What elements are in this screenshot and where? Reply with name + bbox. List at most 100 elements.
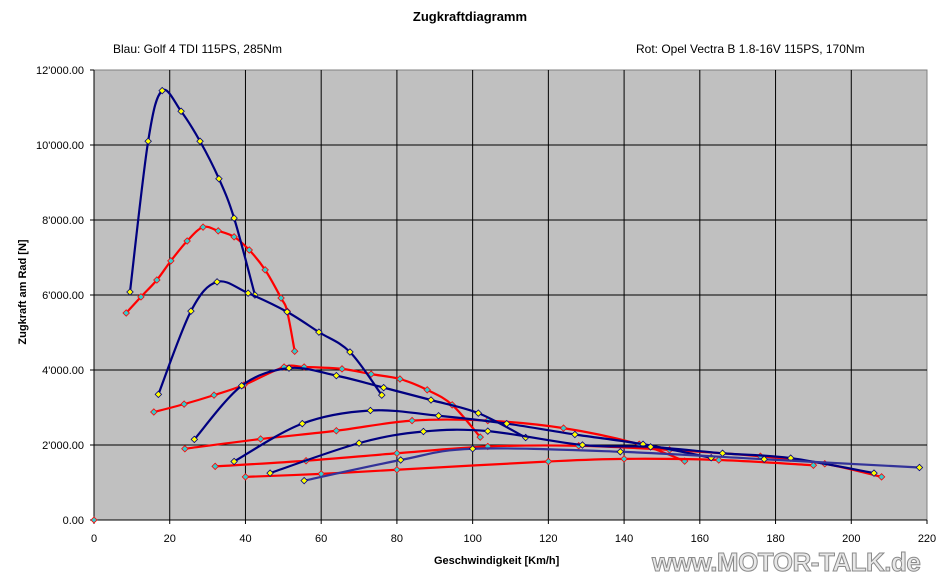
data-point-marker <box>244 289 252 297</box>
data-point-marker <box>396 375 404 383</box>
data-point-marker <box>199 223 207 231</box>
data-point-marker <box>230 457 238 466</box>
data-point-marker <box>150 408 158 416</box>
data-point-marker <box>366 406 375 415</box>
x-axis-label: Geschwindigkeit [Km/h] <box>434 555 560 567</box>
data-point-marker <box>620 455 628 463</box>
data-point-marker <box>877 473 886 481</box>
data-point-marker <box>809 461 818 470</box>
data-point-marker <box>154 390 163 399</box>
x-tick-label: 100 <box>463 533 481 545</box>
x-tick-label: 20 <box>164 533 176 545</box>
x-tick-label: 160 <box>691 533 709 545</box>
x-tick-label: 120 <box>539 533 557 545</box>
x-tick-label: 40 <box>239 533 251 545</box>
data-point-marker <box>285 364 293 372</box>
data-point-marker <box>261 266 269 274</box>
data-point-marker <box>915 463 924 472</box>
data-point-marker <box>377 391 386 399</box>
data-point-marker <box>277 294 285 302</box>
data-point-marker <box>355 439 363 447</box>
y-tick-label: 8'000.00 <box>42 215 84 227</box>
y-tick-label: 12'000.00 <box>36 65 84 77</box>
data-point-marker <box>183 237 191 245</box>
data-point-marker <box>427 396 435 404</box>
x-tick-label: 80 <box>391 533 403 545</box>
data-point-marker <box>187 307 195 315</box>
data-point-marker <box>315 328 323 336</box>
data-point-marker <box>266 469 274 477</box>
data-point-marker <box>468 444 477 453</box>
data-point-marker <box>559 424 568 432</box>
data-point-marker <box>137 293 145 301</box>
x-tick-label: 60 <box>315 533 327 545</box>
data-point-marker <box>153 276 161 284</box>
data-point-marker <box>474 409 483 417</box>
y-tick-label: 0.00 <box>63 515 84 527</box>
data-point-marker <box>211 462 219 471</box>
x-tick-label: 200 <box>842 533 860 545</box>
y-tick-label: 10'000.00 <box>36 140 84 152</box>
data-point-marker <box>379 383 388 392</box>
legend-red-label: Rot: Opel Vectra B 1.8-16V 115PS, 170Nm <box>636 42 865 56</box>
data-point-marker <box>158 86 166 95</box>
data-point-marker <box>167 257 175 265</box>
data-point-marker <box>714 456 723 464</box>
data-point-marker <box>290 347 299 356</box>
data-point-marker <box>213 278 221 286</box>
series-line <box>128 88 256 296</box>
chart-title: Zugkraftdiagramm <box>412 9 528 24</box>
data-point-marker <box>177 107 185 116</box>
data-point-marker <box>419 427 428 436</box>
watermark-logo: www.MOTOR-TALK.de <box>651 547 921 578</box>
data-point-marker <box>190 435 199 444</box>
data-point-marker <box>870 469 878 477</box>
x-tick-label: 180 <box>766 533 784 545</box>
data-point-marker <box>760 455 768 464</box>
data-point-marker <box>180 400 188 408</box>
data-point-marker <box>210 391 218 399</box>
data-point-marker <box>338 365 346 373</box>
data-point-marker <box>214 227 222 235</box>
data-point-marker <box>484 427 492 435</box>
data-point-marker <box>237 381 246 390</box>
data-point-marker <box>256 435 265 443</box>
data-point-marker <box>423 386 431 394</box>
data-point-marker <box>298 419 307 428</box>
data-point-marker <box>332 371 341 380</box>
data-point-marker <box>181 444 189 453</box>
data-point-marker <box>300 476 308 485</box>
data-point-marker <box>230 214 238 222</box>
data-point-marker <box>646 443 655 451</box>
data-point-marker <box>396 456 405 464</box>
data-point-marker <box>144 137 152 146</box>
y-tick-label: 6'000.00 <box>42 290 84 302</box>
y-tick-label: 4'000.00 <box>42 365 84 377</box>
data-point-marker <box>196 137 204 146</box>
data-point-marker <box>393 465 401 474</box>
data-point-marker <box>544 457 553 466</box>
origin-marker <box>90 516 98 524</box>
data-point-marker <box>434 411 443 420</box>
data-point-marker <box>241 473 250 481</box>
data-point-marker <box>283 308 291 316</box>
data-point-marker <box>578 441 587 449</box>
data-point-marker <box>122 309 130 317</box>
data-point-marker <box>393 449 401 458</box>
data-point-marker <box>571 430 579 439</box>
data-point-marker <box>408 416 416 425</box>
data-point-marker <box>476 433 484 441</box>
data-point-marker <box>332 426 341 435</box>
y-tick-label: 2'000.00 <box>42 440 84 452</box>
x-tick-label: 0 <box>91 533 97 545</box>
x-tick-label: 220 <box>918 533 936 545</box>
data-point-marker <box>502 419 511 428</box>
data-point-marker <box>126 288 134 296</box>
legend-blue-label: Blau: Golf 4 TDI 115PS, 285Nm <box>113 42 282 56</box>
data-point-marker <box>230 233 238 241</box>
data-point-marker <box>616 447 625 456</box>
data-point-marker <box>245 246 254 254</box>
series-line <box>233 409 712 463</box>
data-point-marker <box>215 174 223 183</box>
